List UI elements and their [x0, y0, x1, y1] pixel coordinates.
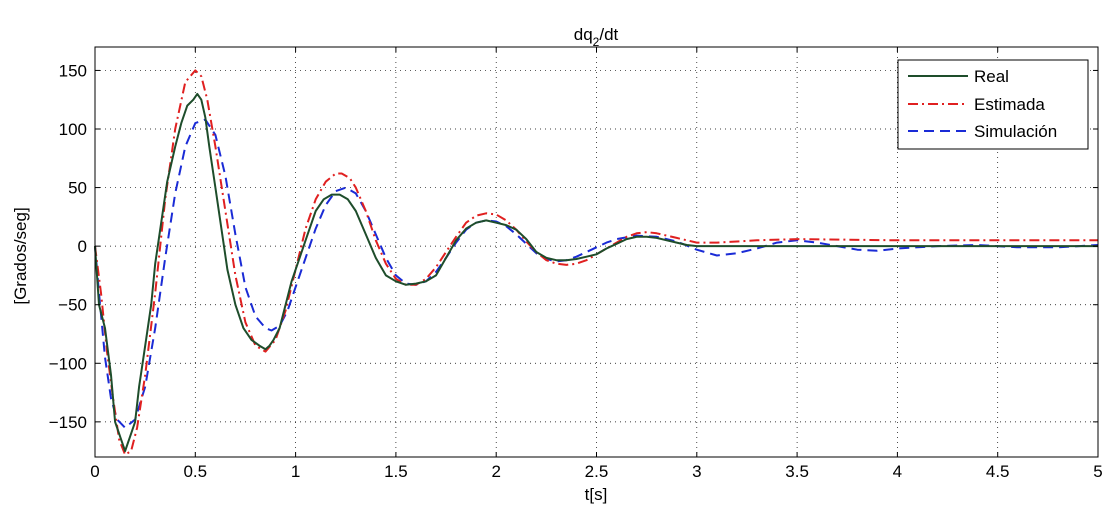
y-tick-label: 50: [68, 179, 87, 198]
x-tick-label: 2.5: [585, 462, 609, 481]
legend-item-estimada: Estimada: [908, 95, 1045, 114]
series-layer: [94, 69, 1099, 456]
tick-layer: 0 0.5 1 1.5 2 2.5 3 3.5 4 4.5 5 −150 −100 −50 0 50 100 15…: [49, 47, 1103, 481]
chart-title-main: dq: [574, 25, 593, 44]
chart-title-rest: /dt: [599, 25, 618, 44]
y-tick-label: −150: [49, 413, 87, 432]
x-tick-label: 1: [291, 462, 300, 481]
y-tick-label: 0: [78, 237, 87, 256]
x-tick-label: 1.5: [384, 462, 408, 481]
legend-label-estimada: Estimada: [974, 95, 1045, 114]
x-axis-label: t[s]: [585, 485, 608, 504]
legend-label-real: Real: [974, 67, 1009, 86]
chart-title-subscript: 2: [593, 35, 600, 49]
x-tick-label: 0.5: [183, 462, 207, 481]
legend-label-simulacion: Simulación: [974, 122, 1057, 141]
y-tick-label: 150: [59, 61, 87, 80]
series-line-simulacion: [94, 118, 1099, 429]
x-tick-label: 5: [1093, 462, 1102, 481]
y-tick-label: 100: [59, 120, 87, 139]
chart-title: dq2/dt: [574, 25, 619, 49]
legend-item-real: Real: [908, 67, 1009, 86]
y-axis-label: [Grados/seg]: [11, 207, 30, 304]
x-tick-label: 0: [90, 462, 99, 481]
y-tick-label: −100: [49, 354, 87, 373]
x-tick-label: 3: [692, 462, 701, 481]
x-tick-label: 2: [491, 462, 500, 481]
legend: Real Estimada Simulación: [897, 59, 1089, 150]
x-tick-label: 3.5: [785, 462, 809, 481]
legend-item-simulacion: Simulación: [908, 122, 1057, 141]
x-tick-label: 4.5: [986, 462, 1010, 481]
y-tick-label: −50: [58, 296, 87, 315]
x-tick-label: 4: [893, 462, 902, 481]
series-line-real: [94, 92, 1098, 453]
